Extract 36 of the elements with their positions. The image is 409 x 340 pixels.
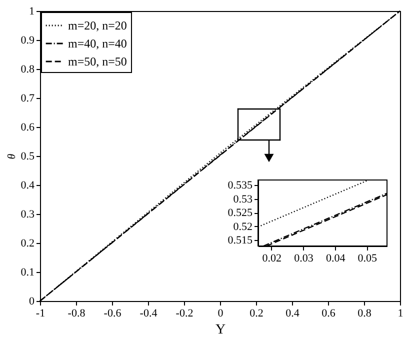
y-tick-label: 0.2 xyxy=(20,238,34,250)
x-tick-label: 0.05 xyxy=(358,252,378,264)
x-tick-label: -0.6 xyxy=(104,308,122,320)
x-tick-label: 0.4 xyxy=(286,308,300,320)
x-tick-label: -0.2 xyxy=(176,308,194,320)
y-tick-label: 0.1 xyxy=(20,266,34,278)
y-tick-label: 0.4 xyxy=(20,180,35,192)
x-tick-label: 0.8 xyxy=(358,308,372,320)
y-tick-label: 0.525 xyxy=(228,207,253,220)
y-tick-label: 0.7 xyxy=(20,92,35,104)
x-tick-label: 0 xyxy=(218,308,224,320)
x-tick-label: 0.2 xyxy=(250,308,264,320)
y-tick-label: 1 xyxy=(29,6,34,18)
x-tick-label: 0.04 xyxy=(326,252,346,264)
y-tick-label: 0.5 xyxy=(20,150,35,162)
y-tick-label: 0.8 xyxy=(20,64,35,76)
y-tick-label: 0.53 xyxy=(233,193,253,206)
x-tick-label: -1 xyxy=(36,308,46,320)
y-tick-label: 0.9 xyxy=(20,34,35,46)
y-tick-label: 0.3 xyxy=(20,208,35,220)
x-tick-label: 1 xyxy=(398,308,404,320)
y-tick-label: 0.535 xyxy=(228,179,253,192)
x-tick-label: 0.02 xyxy=(262,252,282,264)
legend-label: m=50, n=50 xyxy=(68,54,127,68)
legend-label: m=40, n=40 xyxy=(68,36,127,50)
x-tick-label: -0.8 xyxy=(68,308,86,320)
legend-label: m=20, n=20 xyxy=(68,18,127,32)
x-tick-label: 0.03 xyxy=(294,252,314,264)
x-tick-label: 0.6 xyxy=(322,308,336,320)
y-tick-label: 0.52 xyxy=(233,220,252,233)
y-tick-label: 0.515 xyxy=(228,234,253,247)
y-axis-title: θ xyxy=(6,153,18,160)
x-tick-label: -0.4 xyxy=(140,308,158,320)
y-tick-label: 0 xyxy=(29,296,35,308)
y-tick-label: 0.6 xyxy=(20,122,35,134)
x-axis-title: Y xyxy=(215,322,226,338)
